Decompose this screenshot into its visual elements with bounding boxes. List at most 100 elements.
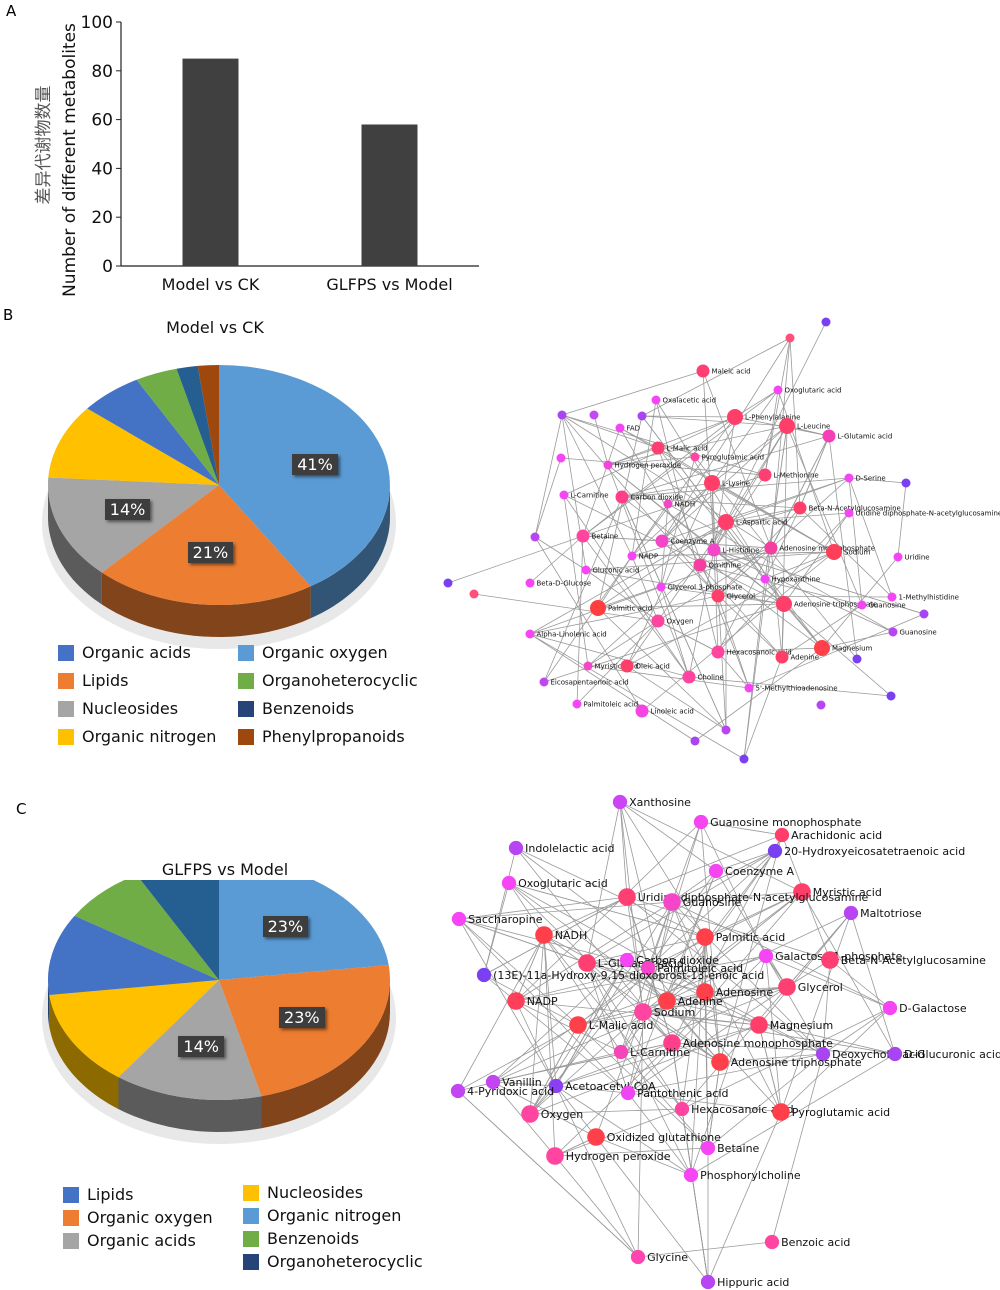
legend-swatch [58, 672, 74, 689]
network-edge [597, 603, 785, 609]
network-edge [621, 435, 830, 498]
network-node [651, 614, 665, 628]
legend-swatch [243, 1230, 259, 1247]
network-node-label: Palmitoleic acid [657, 962, 743, 975]
network-edge [671, 834, 783, 1044]
network-edge [711, 482, 715, 551]
network-edge [595, 1011, 644, 1138]
network-edge [704, 936, 709, 1149]
network-edge [711, 425, 788, 484]
network-edge [657, 620, 719, 653]
network-edge [619, 801, 717, 872]
legend-label: Nucleosides [82, 699, 179, 718]
pie-chart-c [42, 880, 396, 1144]
network-edge [627, 901, 673, 1094]
legend-swatch [238, 700, 254, 717]
network-node [589, 410, 599, 420]
network-node [576, 529, 590, 543]
network-edge [642, 821, 702, 1013]
legend-label: Organic acids [87, 1231, 196, 1250]
network-node-label: 4-Pyridoxic acid [467, 1085, 554, 1098]
network-edge [725, 507, 801, 523]
network-edge [647, 891, 803, 969]
pie-slice [48, 408, 219, 485]
network-edge [577, 967, 649, 1026]
network-edge [699, 564, 783, 658]
network-edge [587, 547, 772, 667]
network-edge [555, 1042, 673, 1087]
network-edge [457, 1024, 579, 1092]
network-edge [515, 901, 673, 1002]
network-edge [586, 962, 706, 993]
network-edge [711, 482, 835, 553]
network-edge [770, 435, 830, 549]
network-node-label: Beta-D-Glucose [537, 579, 592, 587]
network-edge [694, 456, 858, 660]
network-edge [515, 955, 767, 1002]
network-edge [543, 603, 785, 683]
legend-item: Organic nitrogen [243, 1206, 401, 1225]
network-edge [848, 477, 893, 598]
network-edge [620, 850, 776, 1053]
network-node [651, 395, 661, 405]
network-node-label: Pyroglutamic acid [792, 1106, 890, 1119]
network-edge [764, 337, 791, 476]
network-edge [458, 918, 557, 1087]
network-edge [626, 959, 824, 1055]
network-node-label: Indolelactic acid [525, 842, 614, 855]
network-edge [492, 1081, 556, 1157]
network-node [501, 875, 517, 891]
network-edge [555, 959, 628, 1087]
network-edge [734, 389, 779, 418]
network-edge [848, 477, 907, 484]
network-node-label: Guanosine monophosphate [710, 816, 862, 829]
network-edge [534, 536, 643, 712]
network-node [683, 1167, 699, 1183]
network-node [711, 645, 725, 659]
network-edge [619, 427, 659, 449]
network-node [815, 1046, 831, 1062]
network-edge [799, 435, 830, 509]
network-edge [764, 425, 788, 580]
y-tick-label: 100 [81, 13, 113, 33]
legend-swatch [238, 728, 254, 745]
network-edge [713, 549, 785, 605]
network-node [656, 582, 666, 592]
legend-label: Organic acids [82, 643, 191, 662]
network-edge [717, 595, 893, 598]
network-node-label: (13E)-11a-Hydroxy-9,15-dioxoprost-13-eno… [493, 969, 764, 982]
network-node [696, 983, 714, 1001]
legend-swatch [58, 728, 74, 745]
network-edge [660, 586, 690, 678]
network-edge [561, 414, 766, 476]
network-edge [619, 801, 706, 938]
network-edge [774, 834, 783, 852]
network-node [620, 659, 634, 673]
network-edge [657, 447, 835, 553]
network-edge [621, 496, 727, 731]
network-node [690, 452, 700, 462]
network-edge [597, 521, 727, 609]
edges [447, 321, 925, 760]
legend-swatch [63, 1209, 79, 1226]
network-edge [631, 555, 659, 622]
pie-percent-label: 41% [292, 453, 338, 475]
network-edge [597, 547, 772, 609]
network-node [587, 1128, 605, 1146]
network-node [775, 650, 789, 664]
network-edge [781, 603, 785, 658]
network-edge [713, 416, 736, 551]
network-edge [626, 896, 649, 969]
network-node [583, 661, 593, 671]
network-node-label: Acetoacetyl-CoA [565, 1080, 656, 1093]
network-node-label: Adenosine [716, 986, 774, 999]
network-edge [681, 1108, 709, 1283]
network-node [711, 1053, 729, 1071]
network-edge [554, 1136, 597, 1157]
pie-slice [176, 365, 219, 485]
network-edge [555, 1085, 692, 1176]
network-edge [717, 477, 850, 597]
network-edge [681, 1108, 709, 1283]
network-node-label: NADH [675, 500, 696, 508]
network-edge [671, 1042, 721, 1063]
